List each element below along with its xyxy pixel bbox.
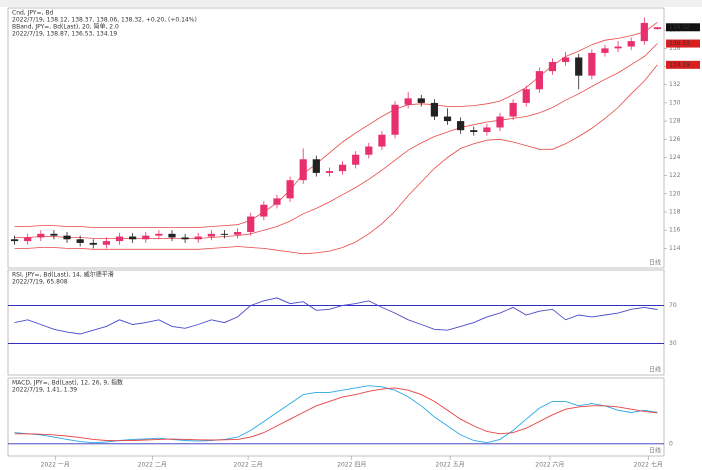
candle-body: [352, 154, 360, 165]
candle-body: [286, 180, 294, 199]
y-tick-label: 0: [669, 440, 673, 447]
value-box-label: 136.53: [669, 40, 690, 47]
panel-tag: 日线: [649, 259, 661, 267]
value-box: [666, 39, 700, 48]
candle-body: [325, 171, 334, 173]
y-tick-label: 136: [669, 45, 681, 52]
y-tick-label: 132: [669, 81, 681, 88]
x-tick-label: 2022 一月: [41, 462, 70, 469]
candle-body: [601, 48, 609, 53]
candle-body: [365, 146, 373, 155]
y-tick-label: 120: [669, 190, 681, 197]
candle-body: [24, 237, 32, 242]
panel-title: Cnd, JPY=, Bd: [12, 10, 53, 17]
candle-body: [37, 233, 45, 238]
value-box: [666, 60, 700, 69]
candle-body: [50, 233, 58, 236]
series-line: [14, 297, 658, 335]
candle-body: [404, 98, 412, 105]
candle-body: [207, 233, 215, 237]
candle-body: [89, 242, 97, 245]
candle-body: [181, 237, 189, 240]
candle-body: [391, 104, 399, 135]
x-tick-label: 2022 六月: [535, 461, 564, 469]
candle-body: [457, 121, 465, 131]
candle-body: [378, 134, 386, 147]
candle-body: [483, 127, 491, 132]
bands-subtitle: 2022/7/19, 138.87, 136.53, 134.19: [12, 31, 117, 38]
candle-body: [220, 233, 229, 235]
y-tick-label: 114: [669, 245, 681, 252]
candle-body: [509, 102, 517, 117]
y-tick-label: 126: [669, 136, 681, 143]
panel-frame: [7, 269, 665, 376]
x-tick-label: 2022 七月: [634, 461, 663, 469]
candle-body: [548, 62, 557, 72]
candle-body: [338, 164, 347, 172]
x-tick-label: 2022 四月: [337, 462, 366, 469]
candle-body: [443, 116, 452, 122]
candle-body: [129, 236, 137, 240]
candle-body: [142, 235, 150, 240]
top-bar: [0, 0, 702, 7]
candle-body: [10, 239, 19, 242]
panel-subtitle: 2022/7/19, 65.808: [12, 279, 68, 286]
value-box-label: 138.32: [669, 24, 690, 31]
y-tick-label: 124: [669, 154, 681, 161]
candle-body: [168, 233, 176, 238]
candle-body: [588, 52, 596, 76]
candle-body: [496, 116, 504, 128]
candle-body: [653, 27, 662, 30]
y-tick-label: 70: [669, 302, 677, 309]
panel-tag: 日线: [649, 366, 661, 374]
candle-body: [76, 239, 84, 243]
candle-body: [627, 41, 635, 47]
candle-body: [561, 57, 570, 62]
y-tick-label: 128: [669, 118, 681, 125]
y-tick-label: 130: [669, 99, 681, 106]
candle-body: [522, 89, 530, 103]
series-line: [14, 387, 658, 442]
candle-body: [575, 57, 583, 76]
candle-body: [102, 241, 111, 245]
candle-body: [233, 232, 242, 235]
panel-title: MACD, JPY=, Bd(Last), 12, 26, 9, 指数: [12, 379, 123, 387]
candle-body: [614, 46, 622, 49]
candle-body: [115, 236, 124, 242]
panel-title: RSI, JPY=, Bd(Last), 14, 威尔德平滑: [12, 271, 114, 279]
value-box: [666, 23, 700, 32]
candle-body: [247, 216, 255, 232]
panel-frame: [7, 377, 665, 457]
candle-body: [299, 159, 307, 181]
candle-body: [430, 102, 439, 117]
panel-frame: [7, 7, 665, 269]
x-tick-label: 2022 二月: [138, 462, 167, 469]
candle-body: [63, 235, 71, 240]
candle-body: [535, 71, 543, 90]
band-lower: [14, 64, 658, 255]
candle-body: [470, 130, 478, 132]
candle-body: [417, 98, 425, 103]
candle-body: [640, 22, 648, 42]
y-tick-label: 118: [669, 209, 681, 216]
y-tick-label: 116: [669, 227, 681, 234]
x-tick-label: 2022 五月: [436, 462, 465, 469]
candle-body: [273, 198, 281, 205]
panel-subtitle: 2022/7/19, 138.12, 138.37, 138.06, 138.3…: [12, 17, 197, 24]
candle-body: [194, 236, 202, 240]
panel-tag: 日线: [649, 447, 661, 455]
panel-subtitle: 2022/7/19, 1.41, 1.39: [12, 387, 77, 394]
value-box-label: 134.19: [669, 61, 690, 68]
x-tick-label: 2022 三月: [234, 462, 263, 469]
bands-name: BBand, JPY=, Bd(Last), 20, 简单, 2.0: [12, 23, 119, 31]
candle-body: [155, 233, 163, 236]
candle-body: [312, 159, 320, 173]
y-tick-label: 122: [669, 172, 681, 179]
candle-body: [260, 204, 268, 217]
y-tick-label: 30: [669, 340, 677, 347]
